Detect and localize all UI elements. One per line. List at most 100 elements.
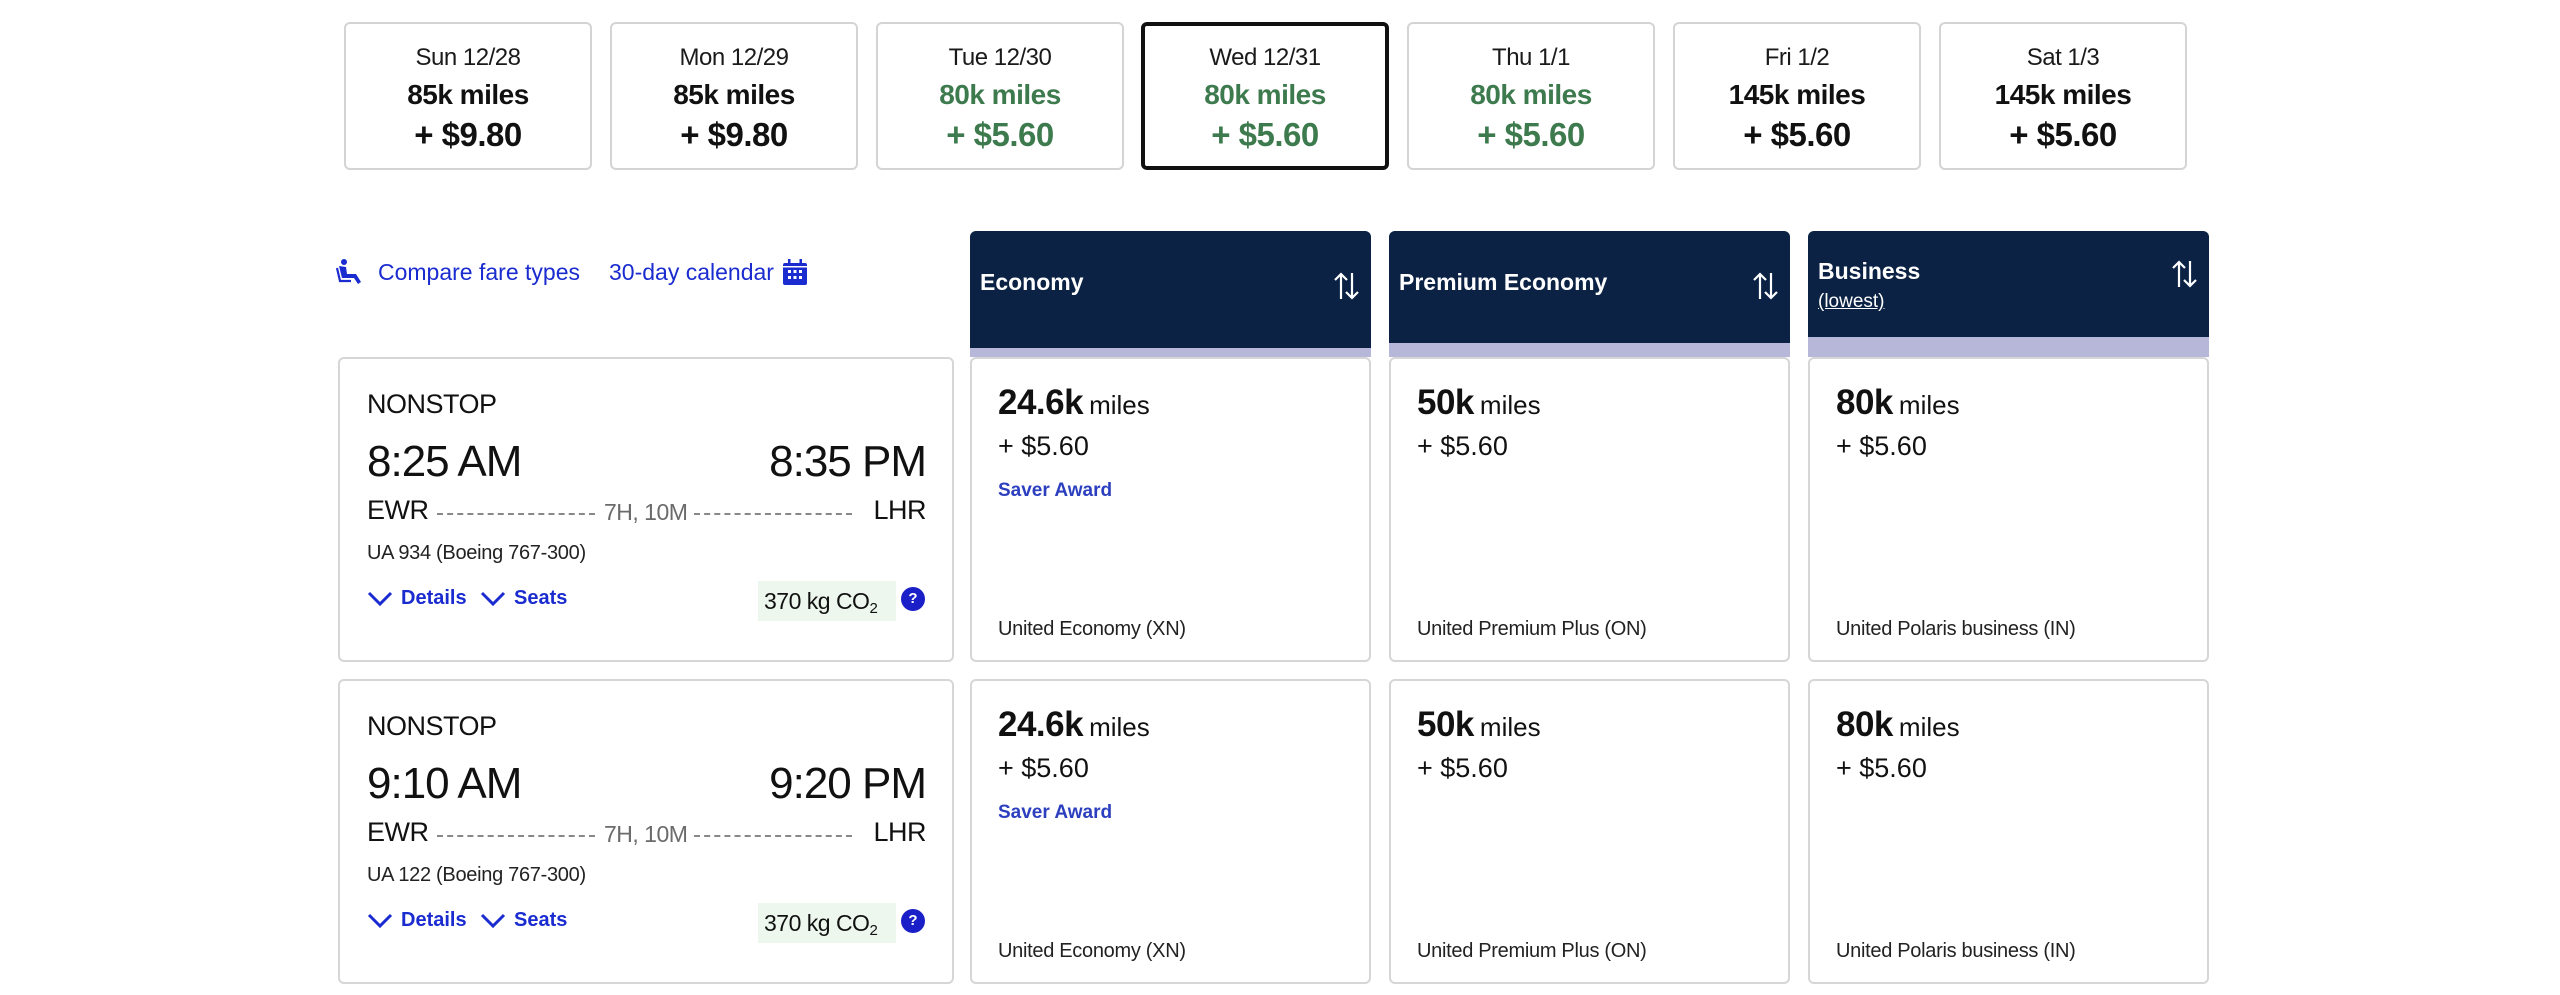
route-line <box>694 835 852 837</box>
fare-miles: 24.6k <box>998 383 1084 422</box>
date-card-tue-12-30[interactable]: Tue 12/30 80k miles + $5.60 <box>876 22 1124 170</box>
fare-column-header-premium-economy[interactable]: Premium Economy <box>1389 231 1790 357</box>
date-miles: 145k miles <box>1994 79 2132 110</box>
sort-icon[interactable] <box>2171 259 2199 289</box>
date-card-thu-1-1[interactable]: Thu 1/1 80k miles + $5.60 <box>1407 22 1655 170</box>
fare-miles: 80k <box>1836 705 1893 744</box>
sort-icon[interactable] <box>1333 271 1361 301</box>
help-icon[interactable]: ? <box>901 909 925 933</box>
fare-miles-unit: miles <box>1898 390 1960 420</box>
fare-miles: 50k <box>1417 383 1474 422</box>
fare-class-name: United Premium Plus (ON) <box>1417 618 1647 640</box>
date-miles: 85k miles <box>407 79 529 110</box>
compare-fare-types-link[interactable]: Compare fare types <box>336 258 580 286</box>
chevron-down-icon <box>367 913 393 928</box>
route-line <box>437 835 595 837</box>
fare-miles-unit: miles <box>1089 390 1150 420</box>
fare-column-subtitle-lowest[interactable]: (lowest) <box>1818 291 1885 312</box>
date-price: + $5.60 <box>1477 116 1585 153</box>
date-miles: 80k miles <box>1204 79 1326 110</box>
flight-duration: 7H, 10M <box>604 499 688 525</box>
details-toggle[interactable]: Details <box>367 909 467 932</box>
saver-award-badge: Saver Award <box>998 480 1113 501</box>
date-miles: 145k miles <box>1728 79 1866 110</box>
date-label: Sat 1/3 <box>2026 44 2100 71</box>
details-label: Details <box>401 587 467 609</box>
fare-fee: + $5.60 <box>1836 431 1927 461</box>
flight-number: UA 122 (Boeing 767-300) <box>367 864 586 886</box>
calendar-30-day-link[interactable]: 30-day calendar <box>609 258 808 286</box>
details-label: Details <box>401 909 467 931</box>
seats-label: Seats <box>514 587 568 609</box>
chevron-down-icon <box>480 591 506 606</box>
fare-class-name: United Economy (XN) <box>998 940 1186 962</box>
fare-cell-business[interactable]: 80k miles + $5.60 United Polaris business… <box>1808 679 2209 984</box>
date-price: + $5.60 <box>2009 116 2117 153</box>
co2-subscript: 2 <box>869 600 878 617</box>
date-miles: 85k miles <box>673 79 795 110</box>
co2-emissions: 370 kg CO2 <box>758 581 896 621</box>
date-price: + $5.60 <box>1211 116 1319 153</box>
seats-toggle[interactable]: Seats <box>480 909 567 932</box>
co2-value: 370 kg CO <box>764 588 870 614</box>
seats-toggle[interactable]: Seats <box>480 587 567 610</box>
details-toggle[interactable]: Details <box>367 587 467 610</box>
date-card-wed-12-31[interactable]: Wed 12/31 80k miles + $5.60 <box>1141 22 1389 170</box>
destination-airport: LHR <box>873 495 926 525</box>
date-card-mon-12-29[interactable]: Mon 12/29 85k miles + $9.80 <box>610 22 858 170</box>
fare-miles: 50k <box>1417 705 1474 744</box>
fare-class-name: United Polaris business (IN) <box>1836 940 2076 962</box>
seat-icon <box>336 258 364 286</box>
origin-airport: EWR <box>367 817 429 847</box>
date-card-sat-1-3[interactable]: Sat 1/3 145k miles + $5.60 <box>1939 22 2187 170</box>
help-icon[interactable]: ? <box>901 587 925 611</box>
flight-duration: 7H, 10M <box>604 821 688 847</box>
fare-column-title: Economy <box>980 269 1084 295</box>
date-label: Sun 12/28 <box>415 44 521 71</box>
co2-value: 370 kg CO <box>764 910 870 936</box>
compare-fare-types-label: Compare fare types <box>378 258 580 285</box>
fare-cell-economy[interactable]: 24.6k miles + $5.60 Saver Award United Ec… <box>970 679 1371 984</box>
date-price: + $9.80 <box>680 116 788 153</box>
fare-fee: + $5.60 <box>1417 431 1508 461</box>
date-miles: 80k miles <box>1470 79 1592 110</box>
chevron-down-icon <box>480 913 506 928</box>
sort-icon[interactable] <box>1752 271 1780 301</box>
fare-cell-premium-economy[interactable]: 50k miles + $5.60 United Premium Plus (ON… <box>1389 357 1790 662</box>
chevron-down-icon <box>367 591 393 606</box>
fare-column-title: Business <box>1818 258 1921 284</box>
date-price: + $5.60 <box>946 116 1054 153</box>
fare-fee: + $5.60 <box>1417 753 1508 783</box>
destination-airport: LHR <box>873 817 926 847</box>
fare-miles-unit: miles <box>1898 712 1960 742</box>
arrival-time: 9:20 PM <box>769 759 927 808</box>
fare-column-header-economy[interactable]: Economy <box>970 231 1371 357</box>
route-line <box>437 513 595 515</box>
fare-class-name: United Polaris business (IN) <box>1836 618 2076 640</box>
flight-number: UA 934 (Boeing 767-300) <box>367 542 586 564</box>
departure-time: 9:10 AM <box>367 759 522 808</box>
date-price: + $5.60 <box>1743 116 1851 153</box>
fare-cell-economy[interactable]: 24.6k miles + $5.60 Saver Award United Ec… <box>970 357 1371 662</box>
fare-miles: 24.6k <box>998 705 1084 744</box>
date-card-sun-12-28[interactable]: Sun 12/28 85k miles + $9.80 <box>344 22 592 170</box>
fare-column-header-business[interactable]: Business (lowest) <box>1808 231 2209 357</box>
fare-cell-business[interactable]: 80k miles + $5.60 United Polaris business… <box>1808 357 2209 662</box>
fare-class-name: United Economy (XN) <box>998 618 1186 640</box>
date-card-fri-1-2[interactable]: Fri 1/2 145k miles + $5.60 <box>1673 22 1921 170</box>
departure-time: 8:25 AM <box>367 437 522 486</box>
fare-miles: 80k <box>1836 383 1893 422</box>
arrival-time: 8:35 PM <box>769 437 927 486</box>
co2-emissions: 370 kg CO2 <box>758 903 896 943</box>
calendar-30-day-label: 30-day calendar <box>609 258 774 285</box>
calendar-icon <box>782 258 808 286</box>
fare-cell-premium-economy[interactable]: 50k miles + $5.60 United Premium Plus (ON… <box>1389 679 1790 984</box>
fare-fee: + $5.60 <box>998 753 1089 783</box>
date-label: Fri 1/2 <box>1764 44 1830 71</box>
route-line <box>694 513 852 515</box>
fare-fee: + $5.60 <box>1836 753 1927 783</box>
fare-fee: + $5.60 <box>998 431 1089 461</box>
stops-label: NONSTOP <box>367 711 497 741</box>
fare-miles-unit: miles <box>1089 712 1150 742</box>
fare-class-name: United Premium Plus (ON) <box>1417 940 1647 962</box>
